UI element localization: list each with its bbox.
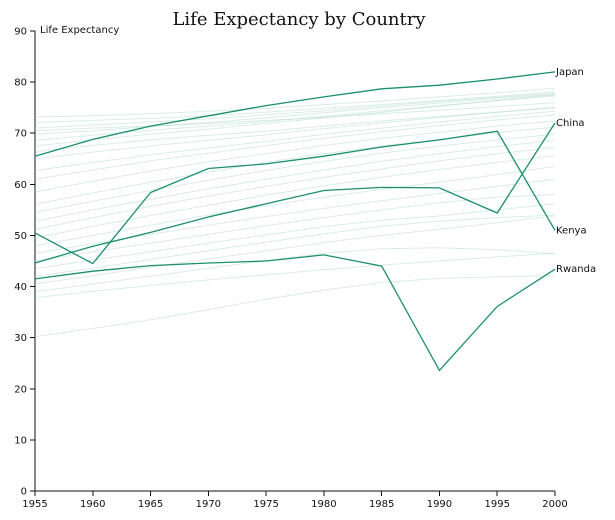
background-series-line	[34, 110, 556, 171]
series-line-rwanda	[34, 254, 556, 372]
y-tick: 60	[14, 180, 35, 191]
x-tick-label: 1970	[196, 499, 221, 510]
series-label-japan: Japan	[555, 67, 584, 78]
y-tick: 50	[14, 231, 35, 242]
series-line-japan	[34, 71, 556, 157]
background-series-line	[34, 106, 556, 160]
background-series-line	[34, 94, 556, 147]
y-tick-label: 70	[14, 129, 27, 140]
background-series-line	[34, 214, 556, 277]
series-label-kenya: Kenya	[556, 225, 587, 236]
series-labels: Japan China Kenya Rwanda	[555, 67, 596, 275]
y-tick-label: 40	[14, 282, 27, 293]
background-series-line	[34, 247, 556, 293]
x-tick: 1975	[253, 491, 279, 510]
background-series-line	[34, 93, 556, 135]
x-tick: 1955	[22, 491, 48, 510]
y-tick-label: 80	[14, 78, 27, 89]
x-tick: 1985	[369, 491, 394, 510]
background-series-line	[34, 203, 556, 270]
x-tick-label: 1960	[80, 499, 105, 510]
background-series-line	[34, 133, 556, 213]
y-tick-label: 50	[14, 231, 27, 242]
y-tick-label: 20	[14, 384, 27, 395]
y-tick: 70	[14, 129, 35, 140]
series-label-china: China	[556, 118, 585, 129]
background-series-line	[34, 147, 556, 230]
x-axis: 1955 1960 1965 1970 1975 1980 1985 1990 1995 2000	[22, 490, 568, 510]
background-series-line	[34, 155, 556, 239]
y-tick-label: 60	[14, 180, 27, 191]
highlighted-series-group	[34, 71, 556, 372]
series-label-rwanda: Rwanda	[556, 264, 596, 275]
x-tick-label: 1955	[22, 499, 47, 510]
background-series-line	[34, 114, 556, 180]
x-tick: 1970	[196, 491, 221, 510]
y-tick: 10	[14, 435, 35, 446]
chart-title: Life Expectancy by Country	[172, 9, 426, 30]
y-tick: 20	[14, 384, 35, 395]
series-line-kenya	[34, 130, 556, 265]
y-tick: 90	[14, 27, 35, 38]
y-tick: 0	[21, 487, 35, 498]
x-tick-label: 1990	[427, 499, 452, 510]
x-tick: 1990	[427, 491, 452, 510]
background-series-line	[34, 91, 556, 123]
x-tick-label: 1985	[369, 499, 394, 510]
background-series-line	[34, 252, 556, 299]
y-tick-label: 10	[14, 435, 27, 446]
y-tick: 40	[14, 282, 35, 293]
series-line-china	[34, 122, 556, 264]
y-tick: 80	[14, 78, 35, 89]
x-tick-label: 1995	[484, 499, 509, 510]
y-tick-label: 30	[14, 333, 27, 344]
background-series-line	[34, 215, 556, 285]
background-series-line	[34, 275, 556, 338]
background-series-line	[34, 139, 556, 222]
background-series-line	[34, 92, 556, 129]
x-tick: 1980	[311, 491, 337, 510]
x-tick-label: 1980	[311, 499, 336, 510]
y-tick-label: 90	[14, 27, 27, 38]
background-series-group	[34, 87, 556, 338]
background-series-line	[34, 165, 556, 247]
background-series-line	[34, 87, 556, 118]
x-tick-label: 2000	[542, 499, 567, 510]
background-series-line	[34, 120, 556, 193]
y-axis: 0 10 20 30 40 50 60 70 80 90	[14, 27, 36, 498]
x-tick-label: 1965	[138, 499, 163, 510]
x-tick-label: 1975	[253, 499, 278, 510]
x-tick: 1960	[80, 491, 106, 510]
x-tick: 1965	[138, 491, 163, 510]
y-tick: 30	[14, 333, 35, 344]
x-tick: 2000	[542, 491, 568, 510]
x-tick: 1995	[484, 491, 510, 510]
y-tick-label: 0	[21, 487, 27, 498]
y-axis-label: Life Expectancy	[40, 25, 119, 36]
